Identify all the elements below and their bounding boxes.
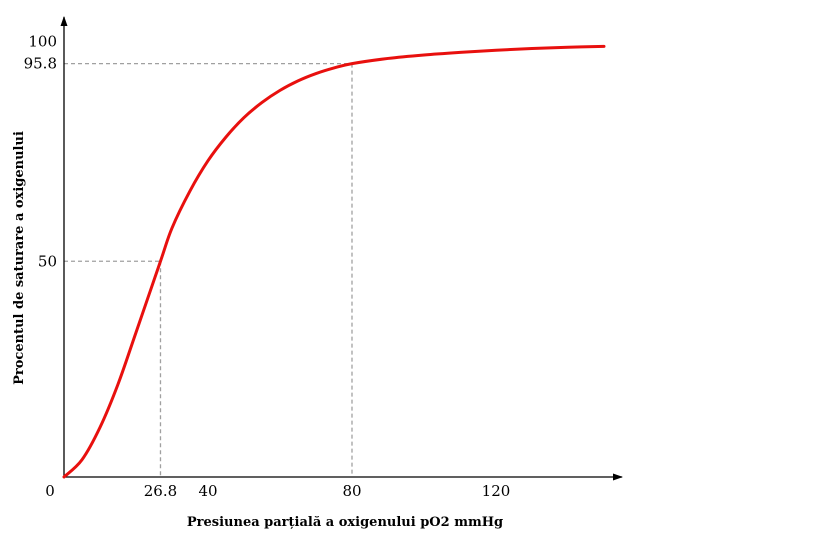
y-tick-label-1: 95.8	[24, 55, 57, 73]
x-tick-label-4: 120	[482, 482, 511, 500]
reference-lines	[64, 62, 353, 477]
x-tick-label-1: 26.8	[144, 482, 177, 500]
x-axis-label: Presiunea parțială a oxigenului pO2 mmHg	[187, 515, 503, 530]
x-tick-label-0: 0	[45, 482, 55, 500]
x-tick-label-3: 80	[342, 482, 361, 500]
tick-labels: 0 26.8 40 80 120 50 95.8 100	[24, 33, 511, 501]
x-tick-label-2: 40	[198, 482, 217, 500]
y-tick-label-0: 50	[38, 252, 57, 270]
saturation-curve	[62, 44, 606, 479]
y-tick-label-2: 100	[28, 33, 57, 51]
y-axis-label: Procentul de saturare a oxigenului	[12, 131, 27, 385]
